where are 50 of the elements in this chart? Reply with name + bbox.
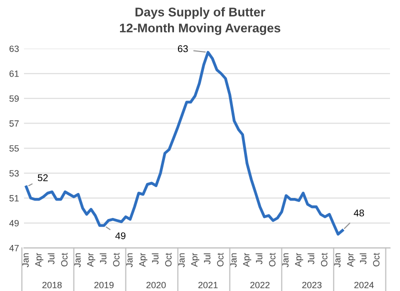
x-tick-label: Jul — [100, 253, 106, 264]
y-tick-label: 63 — [10, 46, 19, 52]
text: 2021 — [198, 282, 218, 288]
x-tick-label: Jul — [308, 253, 314, 264]
text: 2018 — [42, 282, 62, 288]
y-tick-label: 51 — [9, 195, 19, 202]
x-tick-label: Apr — [191, 252, 200, 267]
x-tick-label: Oct — [373, 252, 380, 266]
x-tick-label: Apr — [139, 252, 148, 267]
x-tick-label: Apr — [295, 252, 304, 267]
y-tick-label: 53 — [9, 170, 19, 177]
chart-subtitle: 12-Month Moving Averages — [120, 23, 280, 35]
x-tick-label: Jul — [48, 253, 54, 264]
x-tick-label: Oct — [321, 252, 328, 266]
x-tick-label: Oct — [217, 252, 224, 266]
x-tick-label: Jan — [126, 253, 133, 268]
y-tick-label: 47 — [9, 244, 19, 252]
x-tick-label: Jan — [230, 253, 237, 268]
x-tick-label: Jul — [256, 253, 262, 264]
y-tick-label: 61 — [10, 70, 19, 77]
annotation: 63 — [178, 45, 188, 52]
annotation: 48 — [354, 210, 364, 216]
x-tick-label: Apr — [87, 252, 96, 267]
text: 2019 — [94, 282, 114, 288]
x-tick-label: Apr — [347, 252, 356, 267]
text: 2020 — [146, 282, 166, 288]
x-tick-label: Jul — [204, 253, 210, 264]
x-tick-label: Oct — [269, 252, 276, 266]
x-tick-label: Oct — [113, 252, 120, 266]
chart-title: Days Supply of Butter — [136, 7, 266, 19]
annotation: 49 — [115, 232, 126, 240]
text: 2022 — [250, 282, 270, 288]
x-tick-label: Jan — [74, 253, 81, 268]
x-tick-label: Apr — [35, 252, 44, 267]
y-tick-label: 49 — [9, 220, 19, 226]
x-tick-label: Jan — [22, 253, 29, 268]
x-tick-label: Apr — [243, 252, 252, 267]
x-tick-label: Jul — [152, 253, 158, 264]
x-tick-label: Oct — [165, 252, 172, 266]
x-tick-label: Oct — [61, 252, 68, 266]
y-tick-label: 57 — [9, 120, 19, 127]
x-tick-label: Jan — [334, 253, 340, 268]
y-tick-label: 59 — [9, 95, 19, 102]
annotation: 52 — [38, 174, 48, 182]
x-tick-label: Jan — [178, 253, 185, 268]
x-tick-label: Jul — [360, 253, 366, 264]
y-tick-label: 55 — [9, 145, 19, 152]
x-tick-label: Jan — [282, 253, 289, 268]
text: 2023 — [302, 282, 322, 288]
text: 2024 — [354, 282, 374, 288]
